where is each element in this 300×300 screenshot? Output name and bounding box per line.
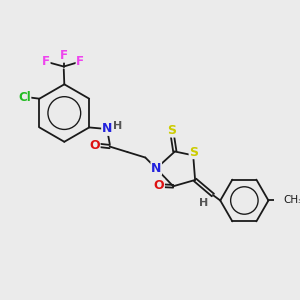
Text: O: O (154, 179, 164, 192)
Text: H: H (113, 121, 122, 131)
Text: N: N (151, 162, 161, 175)
Text: H: H (199, 198, 208, 208)
Text: N: N (102, 122, 112, 135)
Text: F: F (76, 55, 84, 68)
Text: F: F (42, 55, 50, 68)
Text: O: O (89, 139, 100, 152)
Text: F: F (60, 49, 68, 62)
Text: Cl: Cl (18, 91, 31, 104)
Text: S: S (189, 146, 198, 159)
Text: S: S (168, 124, 177, 137)
Text: CH₃: CH₃ (283, 196, 300, 206)
